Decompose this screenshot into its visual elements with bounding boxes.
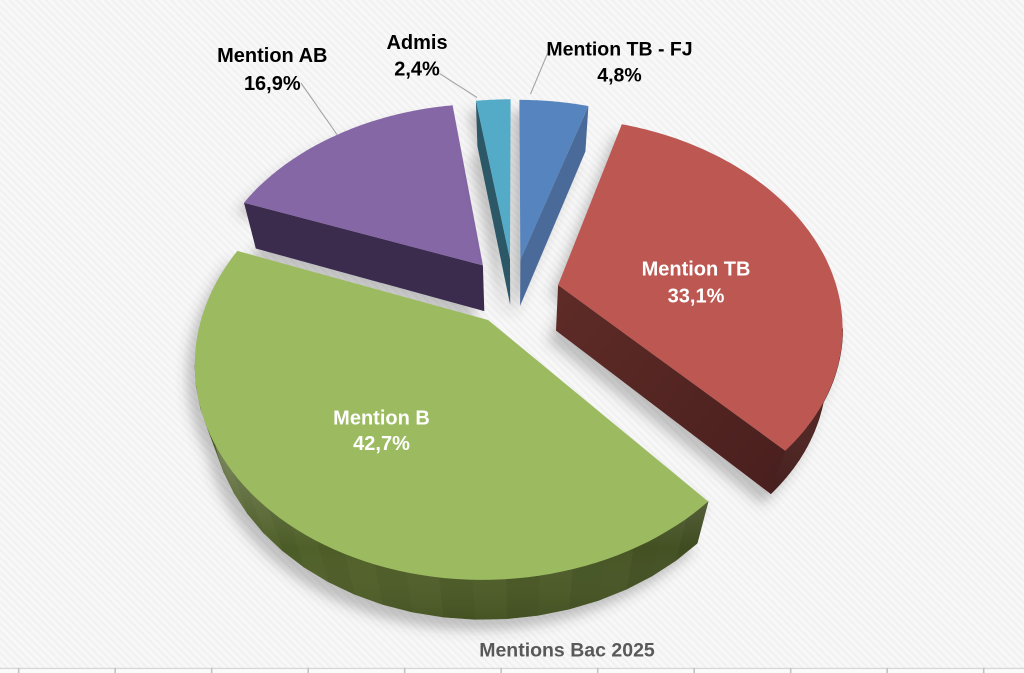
svg-text:33,1%: 33,1%: [668, 286, 725, 308]
svg-text:Mentions Bac 2025: Mentions Bac 2025: [479, 640, 655, 662]
svg-text:Mention B: Mention B: [333, 408, 430, 430]
svg-text:Mention AB: Mention AB: [217, 45, 327, 67]
svg-text:2,4%: 2,4%: [394, 58, 440, 80]
svg-text:42,7%: 42,7%: [353, 433, 410, 455]
svg-text:4,8%: 4,8%: [597, 65, 641, 87]
svg-text:16,9%: 16,9%: [244, 73, 301, 95]
svg-text:Mention TB: Mention TB: [642, 258, 751, 280]
svg-text:Mention TB - FJ: Mention TB - FJ: [546, 39, 692, 61]
svg-text:Admis: Admis: [386, 32, 447, 54]
